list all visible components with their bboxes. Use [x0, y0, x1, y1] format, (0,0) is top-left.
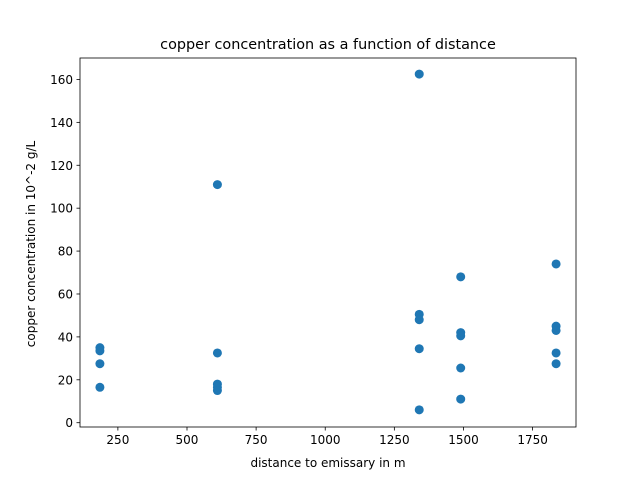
y-axis-label: copper concentration in 10^-2 g/L: [24, 140, 38, 347]
data-point: [551, 348, 561, 358]
data-point: [95, 359, 105, 369]
y-tick-label: 20: [58, 373, 73, 387]
data-point: [414, 315, 424, 325]
x-tick-label: 750: [245, 433, 268, 447]
data-point: [551, 359, 561, 369]
data-point: [456, 394, 466, 404]
data-point: [456, 272, 466, 282]
data-point: [551, 325, 561, 335]
data-point: [212, 180, 222, 190]
y-tick-label: 120: [50, 159, 73, 173]
data-point: [212, 348, 222, 358]
y-axis: 0 20 40 60 80 100 120 140 160: [50, 73, 80, 430]
y-tick-label: 160: [50, 73, 73, 87]
x-tick-label: 1250: [379, 433, 410, 447]
x-tick-label: 1500: [448, 433, 479, 447]
y-tick-label: 60: [58, 287, 73, 301]
x-axis-label: distance to emissary in m: [250, 456, 405, 470]
y-tick-label: 140: [50, 116, 73, 130]
data-point: [212, 386, 222, 396]
plot-frame: [79, 57, 577, 428]
data-point: [414, 344, 424, 354]
x-tick-label: 1000: [310, 433, 341, 447]
plot-area: [79, 57, 577, 428]
data-point: [95, 382, 105, 392]
data-point: [95, 346, 105, 356]
x-axis: 250 500 750 1000 1250 1500 1750: [106, 427, 548, 447]
chart-title: copper concentration as a function of di…: [160, 37, 496, 53]
x-tick-label: 1750: [517, 433, 548, 447]
x-tick-label: 500: [176, 433, 199, 447]
data-point: [456, 363, 466, 373]
data-point: [456, 331, 466, 341]
y-tick-label: 80: [58, 245, 73, 259]
y-tick-label: 0: [65, 416, 73, 430]
y-tick-label: 40: [58, 330, 73, 344]
data-point: [414, 405, 424, 415]
y-tick-label: 100: [50, 202, 73, 216]
data-point: [551, 259, 561, 269]
x-tick-label: 250: [106, 433, 129, 447]
data-point: [414, 69, 424, 79]
